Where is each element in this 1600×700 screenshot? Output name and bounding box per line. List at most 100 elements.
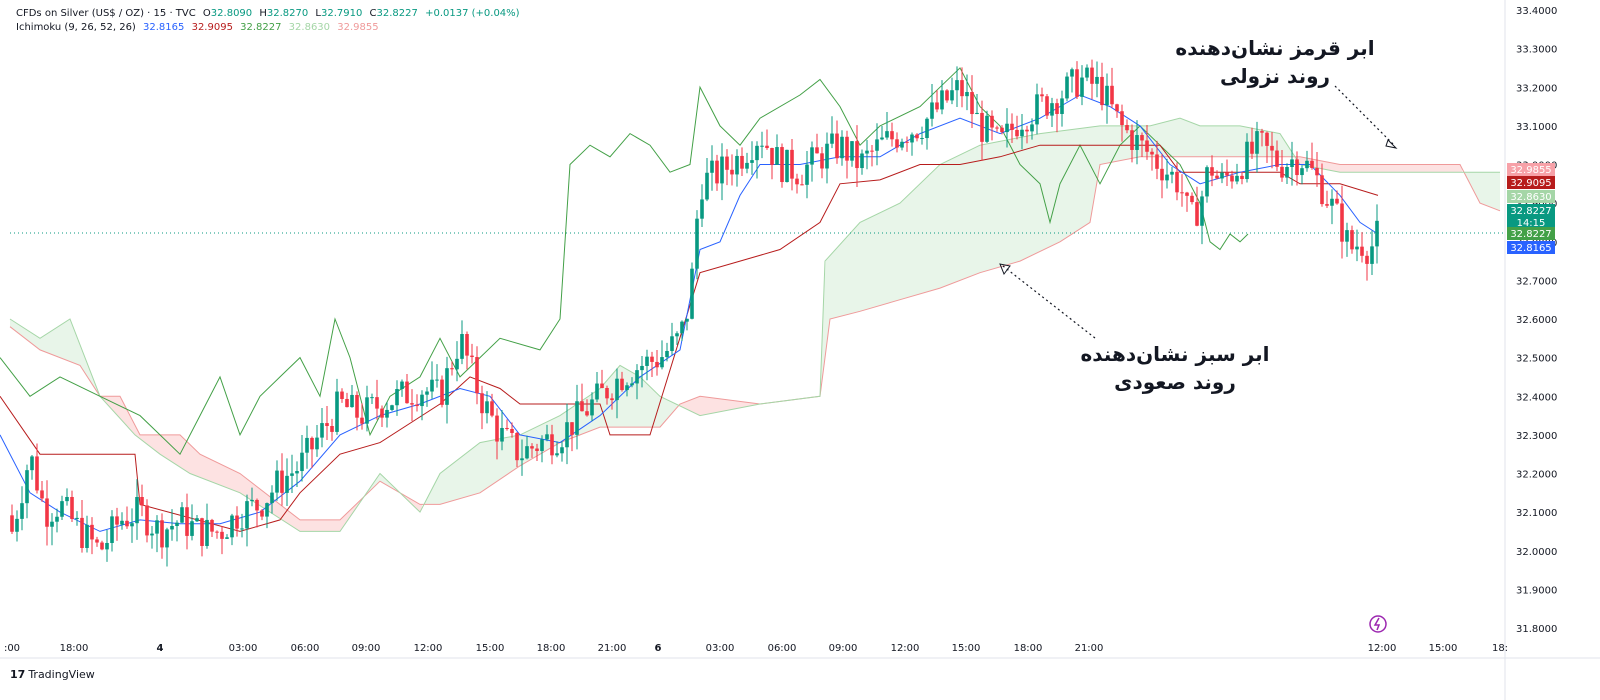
tradingview-brand[interactable]: 17 TradingView [10,668,95,681]
candle-body [895,139,899,148]
candle-body [580,401,584,412]
replay-icon [1369,615,1387,633]
price-badge [1507,190,1555,203]
candle-body [350,394,354,408]
candle-body [155,520,159,534]
price-axis[interactable]: 33.400033.300033.200033.100033.000032.90… [1504,0,1557,700]
senkou-span-b-line [9,156,1501,521]
candle-body [820,153,824,169]
candle-body [510,428,514,433]
x-tick-label: 15:00 [952,643,981,654]
x-tick-label: 06:00 [291,643,320,654]
candle-body [645,356,649,366]
candle-body [1200,196,1204,226]
candle-body [560,447,564,454]
candle-body [690,268,694,319]
time-axis[interactable]: :00 18:00 4 03:00 06:00 09:00 12:00 15:00 18:00 2… [0,615,1600,659]
candle-body [795,178,799,185]
price-badge [1507,227,1555,240]
x-tick-label: 18:00 [60,643,89,654]
candle-body [465,334,469,356]
candle-body [745,162,749,169]
x-tick-label: 09:00 [829,643,858,654]
candle-body [585,411,589,416]
candle-body [60,501,64,517]
candle-body [310,437,314,450]
candle-body [780,147,784,183]
candle-body [40,490,44,499]
candle-body [945,90,949,101]
candle-body [815,147,819,154]
candle-body [245,501,249,529]
annotation-arrows [999,85,1398,339]
candle-body [345,398,349,408]
candle-body [100,542,104,550]
candle-body [85,524,89,548]
brand-name: TradingView [28,668,95,681]
green-cloud-annotation: ابر سبز نشان‌دهنده روند صعودی [1070,340,1280,396]
candle-body [1240,175,1244,180]
candle-body [865,150,869,154]
candle-body [70,496,74,519]
candle-body [625,385,629,391]
candle-body [845,136,849,161]
candle-body [890,131,894,140]
candle-body [385,409,389,418]
candle-body [1325,204,1329,206]
x-tick-label: 03:00 [229,643,258,654]
tradingview-logo-icon: 17 [10,668,26,681]
candle-body [675,333,679,337]
candle-body [730,169,734,175]
candle-body [1280,166,1284,178]
candle-body [505,427,509,429]
candle-body [1120,111,1124,126]
candle-body [480,393,484,414]
candle-body [500,427,504,442]
replay-icon-bolt [1373,617,1381,631]
candle-body [905,141,909,143]
x-tick-label: :00 [4,643,20,654]
candle-body [1080,77,1084,97]
candle-body [1210,167,1214,176]
indicator-legend[interactable]: Ichimoku (9, 26, 52, 26) 32.8165 32.9095… [16,22,383,33]
candle-body [335,391,339,432]
symbol-legend[interactable]: CFDs on Silver (US$ / OZ) · 15 · TVC O32… [16,8,524,19]
candle-body [635,370,639,384]
candle-body [1130,130,1134,150]
candle-body [1230,175,1234,182]
candle-body [1185,192,1189,196]
candle-body [1370,246,1374,264]
candle-body [445,368,449,405]
candle-body [1065,76,1069,99]
x-tick-label: 18: [1492,643,1508,654]
candle-body [225,537,229,539]
candle-body [20,503,24,519]
candle-body [1075,69,1079,97]
candle-body [195,518,199,522]
candle-body [1330,198,1334,206]
price-badge [1507,204,1555,230]
candle-body [1350,230,1354,250]
candle-body [340,391,344,399]
price-badge [1507,163,1555,176]
chikou-span-line [0,67,1249,456]
candle-body [1005,123,1009,133]
x-tick-label: 15:00 [1429,643,1458,654]
candle-body [1150,151,1154,155]
price-badges: 32.9855 32.9095 32.8630 32.822714:1532.8227… [1507,163,1555,254]
candle-body [30,456,34,471]
candle-body [180,507,184,523]
candle-body [210,519,214,532]
candle-body [170,526,174,530]
candle-body [1195,202,1199,226]
x-tick-label: 18:00 [537,643,566,654]
y-tick-label: 32.3000 [1516,431,1557,442]
ichimoku-lines [0,67,1505,532]
high-value: H32.8270 [259,8,309,19]
candle-body [1285,167,1289,178]
candle-body [205,519,209,546]
candle-body [940,90,944,110]
candle-body [785,149,789,183]
y-tick-label: 32.0000 [1516,547,1557,558]
